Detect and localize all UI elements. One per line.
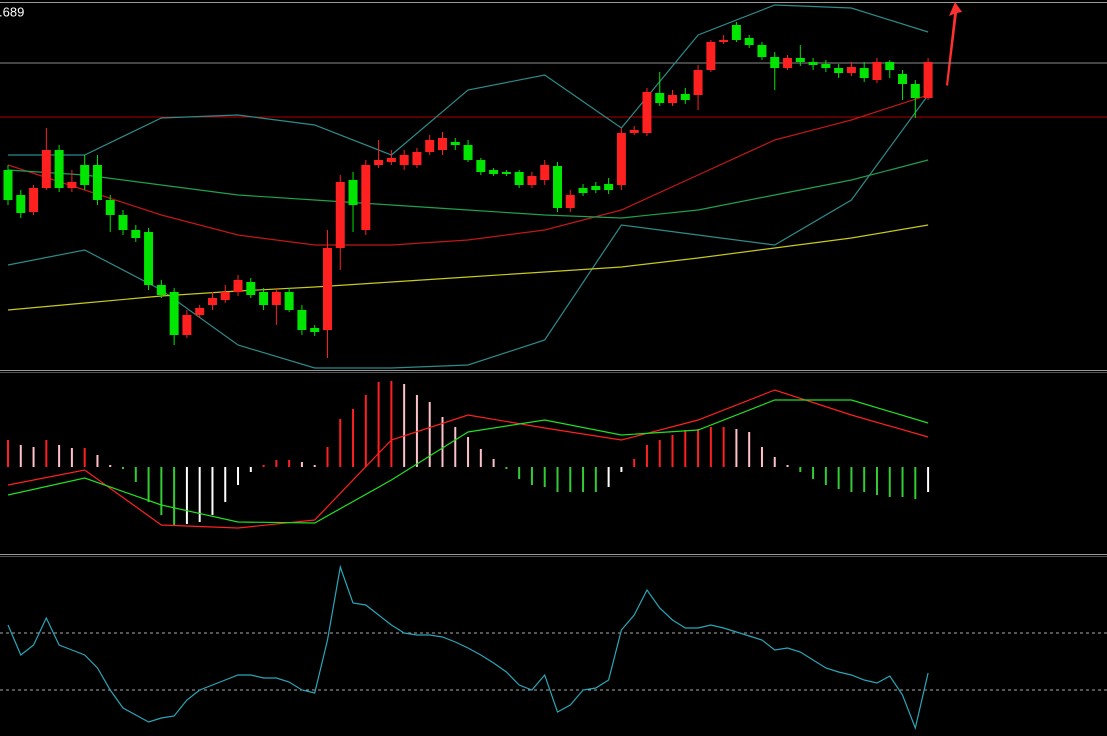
- candle-body: [450, 142, 460, 145]
- candle-body: [795, 58, 805, 62]
- candle-body: [310, 328, 320, 332]
- candle-body: [859, 68, 869, 78]
- candle-body: [246, 282, 256, 295]
- candle-body: [501, 172, 511, 174]
- signal-line: [7, 389, 929, 529]
- candle-body: [105, 200, 115, 215]
- candle-body: [706, 42, 716, 70]
- candle-body: [680, 94, 690, 100]
- candle-body: [118, 215, 128, 230]
- candle-body: [514, 172, 524, 185]
- candle-body: [923, 62, 933, 98]
- candle-body: [463, 145, 473, 160]
- candle-body: [437, 138, 447, 150]
- candle-body: [156, 285, 166, 295]
- candle-body: [412, 152, 422, 165]
- candle-body: [655, 93, 665, 103]
- candle-body: [207, 298, 217, 305]
- candle-body: [233, 280, 243, 292]
- candle-body: [757, 45, 767, 57]
- candle-body: [41, 150, 51, 188]
- candle-body: [335, 182, 345, 248]
- indicator-line: [7, 94, 929, 246]
- candle-body: [476, 160, 486, 172]
- candle-body: [348, 180, 358, 205]
- candle-body: [386, 158, 396, 162]
- candle-body: [731, 25, 741, 40]
- candle-body: [16, 195, 26, 213]
- candle-body: [29, 188, 39, 212]
- candle-body: [565, 195, 575, 208]
- candle-body: [591, 186, 601, 190]
- candle-body: [399, 155, 409, 165]
- candle-body: [821, 64, 831, 68]
- candle-body: [425, 140, 435, 152]
- candle-body: [578, 188, 588, 193]
- signal-arrow: [946, 2, 962, 86]
- candle-body: [898, 74, 908, 84]
- candle-body: [744, 38, 754, 45]
- candle-body: [361, 165, 371, 230]
- oscillator-line: [7, 564, 929, 731]
- candle-body: [552, 166, 562, 208]
- candle-body: [67, 182, 77, 188]
- candle-body: [719, 40, 729, 42]
- candle-body: [808, 62, 818, 65]
- candle-body: [259, 292, 269, 305]
- candle-body: [144, 232, 154, 285]
- candle-body: [846, 67, 856, 73]
- candle-body: [783, 58, 793, 68]
- candle-body: [540, 165, 550, 180]
- candle-body: [489, 170, 499, 174]
- candle-body: [322, 248, 332, 330]
- candle-body: [284, 292, 294, 310]
- candle-body: [693, 70, 703, 95]
- candle-body: [834, 68, 844, 73]
- candle-body: [770, 57, 780, 68]
- candle-body: [169, 292, 179, 335]
- candle-body: [910, 84, 920, 98]
- candle-body: [668, 95, 678, 103]
- candle-body: [616, 133, 626, 185]
- candle-body: [182, 315, 192, 335]
- price-label: .689: [0, 4, 24, 19]
- candle-body: [92, 165, 102, 200]
- candle-body: [527, 176, 537, 185]
- candle-body: [131, 230, 141, 238]
- candle-body: [872, 62, 882, 80]
- candle-body: [642, 92, 652, 133]
- candle-body: [629, 130, 639, 133]
- candle-body: [220, 292, 230, 300]
- candle-body: [80, 165, 90, 185]
- candle-body: [3, 170, 13, 200]
- candle-body: [604, 184, 614, 190]
- signal-line: [7, 399, 929, 524]
- indicator-line: [8, 4, 929, 156]
- indicator-line: [7, 159, 929, 219]
- candle-body: [195, 308, 205, 315]
- candle-body: [54, 150, 64, 188]
- candle-body: [271, 292, 281, 305]
- candle-body: [885, 62, 895, 70]
- candle-body: [297, 310, 307, 330]
- candle-body: [374, 160, 384, 165]
